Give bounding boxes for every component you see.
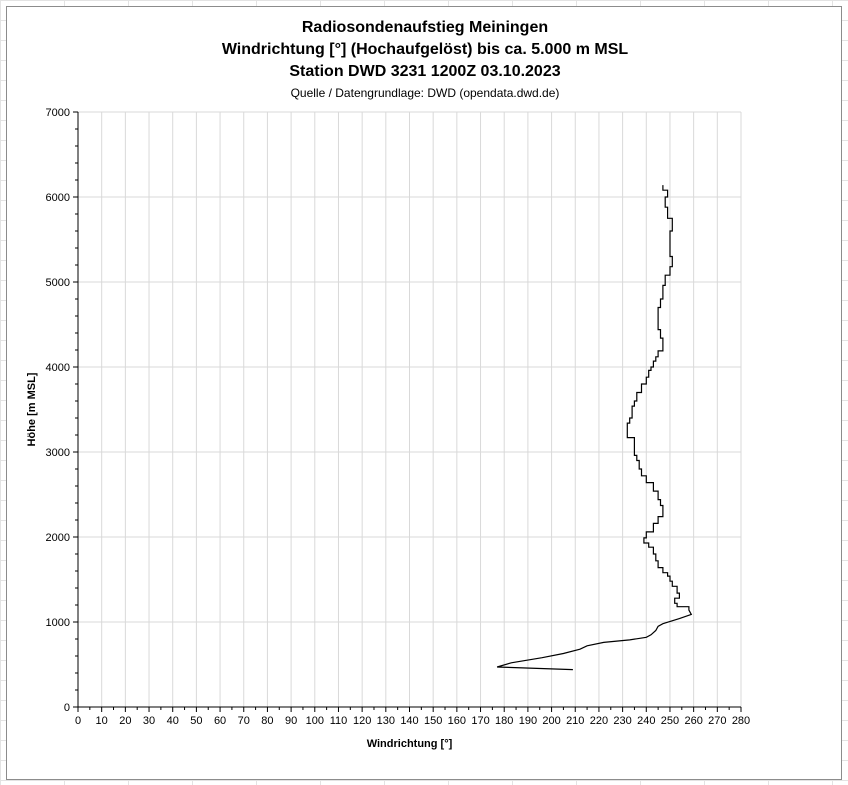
x-tick-label: 200 (542, 715, 560, 727)
x-tick-label: 50 (190, 715, 202, 727)
x-tick-label: 170 (471, 715, 489, 727)
x-tick-label: 100 (306, 715, 324, 727)
chart-area[interactable]: Radiosondenaufstieg Meiningen Windrichtu… (6, 6, 842, 780)
vertical-gridlines (101, 112, 742, 707)
x-tick-label: 160 (448, 715, 466, 727)
x-tick-label: 70 (238, 715, 250, 727)
y-tick-label: 3000 (46, 447, 70, 459)
x-tick-label: 80 (261, 715, 273, 727)
x-tick-label: 130 (377, 715, 395, 727)
y-tick-label: 6000 (46, 192, 70, 204)
plot-svg: 0 10 20 30 40 50 60 70 80 90 100 110 120 130 140 150 160… (26, 107, 750, 750)
x-tick-label: 270 (708, 715, 726, 727)
x-tick-label: 10 (96, 715, 108, 727)
y-axis-ticks: 0 1000 2000 3000 4000 5000 6000 7000 (46, 107, 78, 714)
x-tick-label: 40 (167, 715, 179, 727)
x-tick-label: 220 (590, 715, 608, 727)
y-axis-title: Höhe [m MSL] (26, 372, 38, 446)
chart-subtitle-station: Station DWD 3231 1200Z 03.10.2023 (289, 63, 561, 80)
x-tick-label: 240 (637, 715, 655, 727)
y-tick-label: 5000 (46, 277, 70, 289)
x-tick-label: 0 (75, 715, 81, 727)
x-tick-label: 260 (684, 715, 702, 727)
y-tick-label: 2000 (46, 532, 70, 544)
x-tick-label: 30 (143, 715, 155, 727)
x-tick-label: 120 (353, 715, 371, 727)
x-tick-label: 20 (119, 715, 131, 727)
chart-subtitle: Windrichtung [°] (Hochaufgelöst) bis ca.… (221, 41, 629, 58)
y-tick-label: 1000 (46, 617, 70, 629)
x-tick-label: 250 (661, 715, 679, 727)
chart-source: Quelle / Datengrundlage: DWD (opendata.d… (290, 86, 560, 100)
x-axis-ticks: 0 10 20 30 40 50 60 70 80 90 100 110 120 130 140 150 160… (75, 707, 750, 727)
x-tick-label: 230 (613, 715, 631, 727)
y-tick-label: 4000 (46, 362, 70, 374)
chart-title: Radiosondenaufstieg Meiningen (301, 19, 549, 36)
x-axis-title: Windrichtung [°] (367, 738, 453, 750)
wind-direction-line (496, 185, 693, 671)
horizontal-gridlines (78, 111, 741, 623)
x-tick-label: 60 (214, 715, 226, 727)
x-tick-label: 210 (566, 715, 584, 727)
chart-titles: Radiosondenaufstieg Meiningen Windrichtu… (7, 17, 843, 103)
x-tick-label: 110 (330, 715, 348, 727)
x-tick-label: 280 (732, 715, 750, 727)
y-tick-label: 0 (64, 702, 70, 714)
x-tick-label: 140 (400, 715, 418, 727)
x-tick-label: 150 (424, 715, 442, 727)
x-tick-label: 190 (519, 715, 537, 727)
y-tick-label: 7000 (46, 107, 70, 119)
x-tick-label: 90 (285, 715, 297, 727)
x-tick-label: 180 (495, 715, 513, 727)
